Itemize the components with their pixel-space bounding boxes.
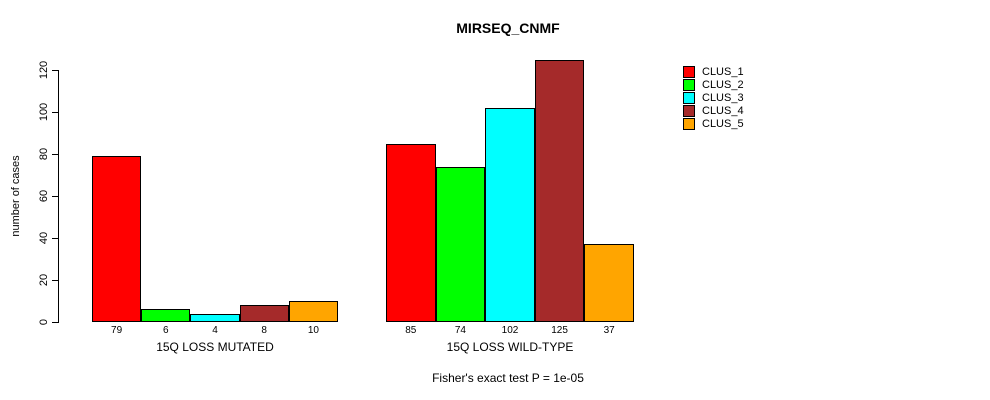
bar (239, 305, 289, 322)
y-tick-label: 20 (38, 273, 50, 287)
y-tick (52, 112, 58, 113)
bar-value-label: 8 (261, 325, 267, 336)
bar (92, 156, 142, 322)
bar (435, 166, 486, 322)
bar-value-label: 74 (454, 325, 466, 336)
bar (141, 309, 191, 322)
clus_1-swatch (683, 66, 695, 78)
y-tick-label: 100 (38, 102, 50, 122)
legend-label: CLUS_1 (702, 66, 744, 78)
group-label: 15Q LOSS WILD-TYPE (446, 340, 574, 354)
bar-value-label: 102 (501, 325, 519, 336)
footnote: Fisher's exact test P = 1e-05 (432, 371, 584, 385)
clus_4-swatch (683, 105, 695, 117)
y-tick (52, 238, 58, 239)
y-tick (52, 280, 58, 281)
clus_3-swatch (683, 92, 695, 104)
y-tick-label: 40 (38, 231, 50, 245)
bar-value-label: 79 (111, 325, 123, 336)
y-axis-label: number of cases (10, 155, 22, 237)
y-tick-label: 0 (38, 318, 50, 326)
legend-label: CLUS_5 (702, 118, 744, 130)
bar-value-label: 10 (307, 325, 319, 336)
bar (584, 244, 634, 322)
clus_2-swatch (683, 79, 695, 91)
bar-value-label: 125 (551, 325, 568, 336)
y-tick (52, 322, 58, 323)
bar (190, 313, 240, 322)
legend-label: CLUS_4 (702, 105, 744, 117)
y-tick (52, 154, 58, 155)
y-axis-line (58, 70, 59, 323)
bar-value-label: 37 (603, 325, 615, 336)
bar (534, 59, 585, 322)
legend-label: CLUS_2 (702, 79, 744, 91)
legend-label: CLUS_3 (702, 92, 744, 104)
bar-value-label: 6 (163, 325, 169, 336)
bar-value-label: 85 (405, 325, 417, 336)
y-tick (52, 70, 58, 71)
y-tick (52, 196, 58, 197)
y-tick-label: 120 (38, 60, 50, 80)
chart-title: MIRSEQ_CNMF (456, 20, 560, 36)
bar (386, 143, 436, 322)
bar-value-label: 4 (212, 325, 218, 336)
bar (288, 301, 338, 322)
y-tick-label: 80 (38, 147, 50, 161)
y-tick-label: 60 (38, 189, 50, 203)
clus_5-swatch (683, 118, 695, 130)
bar (485, 107, 535, 322)
group-label: 15Q LOSS MUTATED (156, 340, 274, 354)
